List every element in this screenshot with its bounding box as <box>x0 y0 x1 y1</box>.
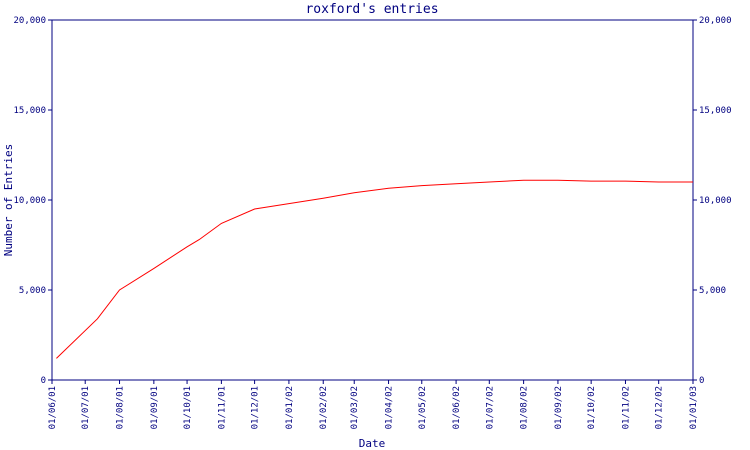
y-tick-label-right: 15,000 <box>699 106 732 116</box>
x-tick-label: 01/09/02 <box>554 386 564 429</box>
y-tick-label-left: 5,000 <box>19 286 46 296</box>
y-tick-label-right: 0 <box>699 376 704 386</box>
y-tick-label-right: 20,000 <box>699 16 732 26</box>
x-axis: 01/06/01 01/07/01 01/08/01 01/09/01 01/10/01… <box>48 380 699 429</box>
x-tick-label: 01/11/02 <box>621 386 631 429</box>
series-line <box>56 179 693 359</box>
x-tick-label: 01/12/01 <box>251 386 261 429</box>
x-tick-label: 01/08/01 <box>116 386 126 429</box>
y-tick-label-left: 0 <box>41 376 46 386</box>
y-tick-label-right: 5,000 <box>699 286 726 296</box>
x-tick-label: 01/09/01 <box>150 386 160 429</box>
y-axis-right: 0 5,000 10,000 15,000 20,000 <box>693 16 732 386</box>
x-tick-label: 01/08/02 <box>520 386 530 429</box>
x-tick-label: 01/10/01 <box>183 386 193 429</box>
x-tick-label: 01/03/02 <box>350 386 360 429</box>
x-tick-label: 01/06/02 <box>452 386 462 429</box>
x-tick-label: 01/07/01 <box>81 386 91 429</box>
x-tick-label: 01/02/02 <box>319 386 329 429</box>
x-tick-label: 01/07/02 <box>485 386 495 429</box>
plot-frame <box>51 19 694 381</box>
x-tick-label: 01/12/02 <box>655 386 665 429</box>
y-tick-label-left: 10,000 <box>13 196 46 206</box>
y-tick-label-left: 20,000 <box>13 16 46 26</box>
y-axis-label: Number of Entries <box>2 144 15 257</box>
x-tick-label: 01/01/02 <box>285 386 295 429</box>
x-tick-label: 01/06/01 <box>48 386 58 429</box>
y-tick-label-left: 15,000 <box>13 106 46 116</box>
y-tick-label-right: 10,000 <box>699 196 732 206</box>
chart-title: roxford's entries <box>305 2 438 17</box>
x-tick-label: 01/01/03 <box>689 386 699 429</box>
x-tick-label: 01/05/02 <box>418 386 428 429</box>
x-tick-label: 01/11/01 <box>217 386 227 429</box>
x-tick-label: 01/10/02 <box>587 386 597 429</box>
x-tick-label: 01/04/02 <box>385 386 395 429</box>
x-axis-label: Date <box>359 437 386 450</box>
y-axis-left: 0 5,000 10,000 15,000 20,000 <box>13 16 52 386</box>
